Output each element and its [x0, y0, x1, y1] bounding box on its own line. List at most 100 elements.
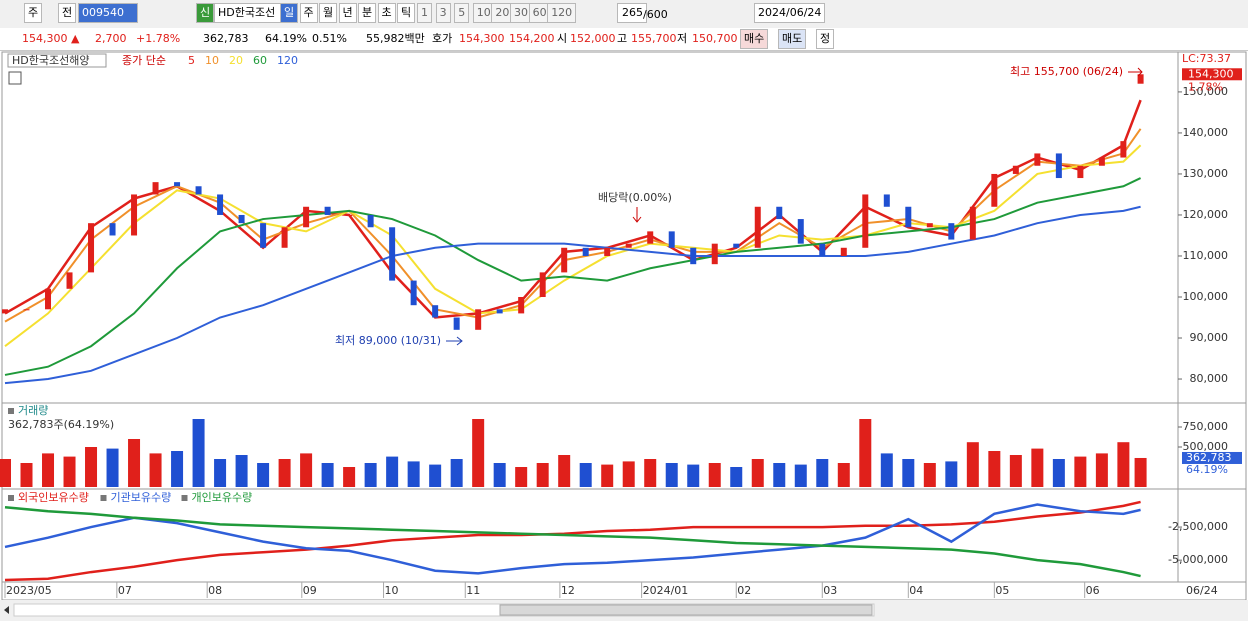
candle: [883, 194, 890, 207]
stock-name: HD한국조선: [214, 3, 282, 23]
volume-bar: [773, 463, 786, 487]
chart-title: HD한국조선해양: [12, 53, 89, 67]
toolbar-button[interactable]: 주: [299, 3, 318, 23]
volume-bar: [1134, 457, 1147, 487]
volume-bar: [42, 453, 55, 487]
candle: [217, 194, 224, 215]
volume-bar: [515, 467, 528, 487]
toolbar-button[interactable]: 년: [338, 3, 357, 23]
date-input[interactable]: 2024/06/24: [754, 3, 826, 23]
volume-bar: [708, 463, 721, 487]
toolbar-button[interactable]: 초: [377, 3, 396, 23]
volume-bar: [687, 464, 700, 487]
toolbar-button[interactable]: 120: [547, 3, 577, 23]
x-tick-label: 07: [118, 584, 132, 597]
volume-bar: [880, 453, 893, 487]
candle: [711, 243, 718, 265]
volume-bar: [235, 455, 248, 487]
candle: [410, 280, 417, 306]
x-tick-label: 03: [823, 584, 837, 597]
candle: [754, 206, 761, 248]
volume-bar: [386, 456, 399, 487]
toolbar-button[interactable]: 분: [358, 3, 377, 23]
candle: [539, 272, 546, 297]
volume-bar: [816, 459, 829, 487]
legend-prefix: 종가 단순: [122, 54, 166, 67]
volume-bar: [85, 447, 98, 487]
y-tick-label: 90,000: [1190, 331, 1229, 344]
candle: [2, 309, 8, 314]
change-pct: +1.78%: [136, 32, 181, 45]
volume-ratio: 64.19%: [265, 32, 307, 45]
buy-button[interactable]: 매수: [740, 29, 769, 49]
x-tick-label: 11: [466, 584, 480, 597]
candle: [45, 288, 52, 310]
x-tick-label: 06: [1086, 584, 1100, 597]
bid: 154,200: [509, 32, 555, 45]
volume-bar: [128, 439, 141, 487]
scrollbar: [0, 600, 1248, 621]
price: 154,300 ▲: [22, 32, 80, 45]
candle: [496, 309, 503, 314]
volume-bar: [407, 461, 420, 487]
ask: 154,300: [459, 32, 505, 45]
candle: [66, 272, 73, 289]
moving-average: [4, 177, 1142, 376]
candle: [862, 194, 869, 248]
candle: [690, 247, 697, 265]
candle: [1137, 74, 1144, 84]
candle: [389, 227, 396, 281]
moving-average: [4, 99, 1142, 319]
x-tick-label: 2024/01: [643, 584, 689, 597]
volume-bar: [1031, 448, 1044, 487]
volume-bar: [751, 459, 764, 487]
toolbar-button[interactable]: 10: [472, 3, 495, 23]
candle: [625, 243, 632, 248]
moving-average: [4, 128, 1142, 323]
volume-bar: [278, 459, 291, 487]
toolbar-button[interactable]: 1: [417, 3, 432, 23]
annotation: 배당락(0.00%): [598, 191, 672, 204]
low-label: 저: [677, 32, 688, 45]
candle: [475, 309, 482, 330]
volume-bar: [171, 451, 184, 487]
y-tick-label: 80,000: [1190, 372, 1229, 385]
edit-button[interactable]: 정: [816, 29, 835, 49]
toolbar-button[interactable]: 3: [435, 3, 451, 23]
x-tick-label: 08: [208, 584, 222, 597]
candle: [324, 206, 331, 215]
volume-bar: [149, 453, 162, 487]
candle: [561, 247, 568, 273]
candle: [131, 194, 138, 236]
toolbar-button[interactable]: 일: [280, 3, 299, 23]
toolbar-button[interactable]: 월: [319, 3, 338, 23]
x-tick-label: 10: [385, 584, 399, 597]
volume-bar: [493, 463, 506, 487]
turnover: 0.51%: [312, 32, 347, 45]
holding-line: [4, 500, 1141, 582]
view-button[interactable]: 전: [58, 3, 77, 23]
ask-label: 호가: [432, 32, 453, 45]
toolbar-button[interactable]: 틱: [397, 3, 416, 23]
y-tick-label: -2,500,000: [1168, 520, 1228, 533]
legend-entry: 10: [205, 54, 219, 67]
candle: [668, 231, 675, 248]
code-input[interactable]: 009540: [78, 3, 138, 23]
current-volume: 362,783: [1186, 451, 1232, 464]
legend-swatch: [181, 495, 188, 501]
toolbar-button[interactable]: 5: [454, 3, 470, 23]
candle: [238, 214, 245, 224]
title-box: [7, 53, 107, 68]
sell-button[interactable]: 매도: [778, 29, 807, 49]
volume-bar: [472, 419, 485, 487]
volume: 362,783: [203, 32, 249, 45]
volume-bar: [1117, 442, 1130, 487]
moving-average: [4, 144, 1142, 348]
visible-count[interactable]: 265: [617, 3, 647, 23]
candle: [346, 214, 353, 216]
volume-bar: [601, 464, 614, 487]
period-select[interactable]: 주: [24, 3, 43, 23]
plot-frame: [1, 51, 1247, 601]
